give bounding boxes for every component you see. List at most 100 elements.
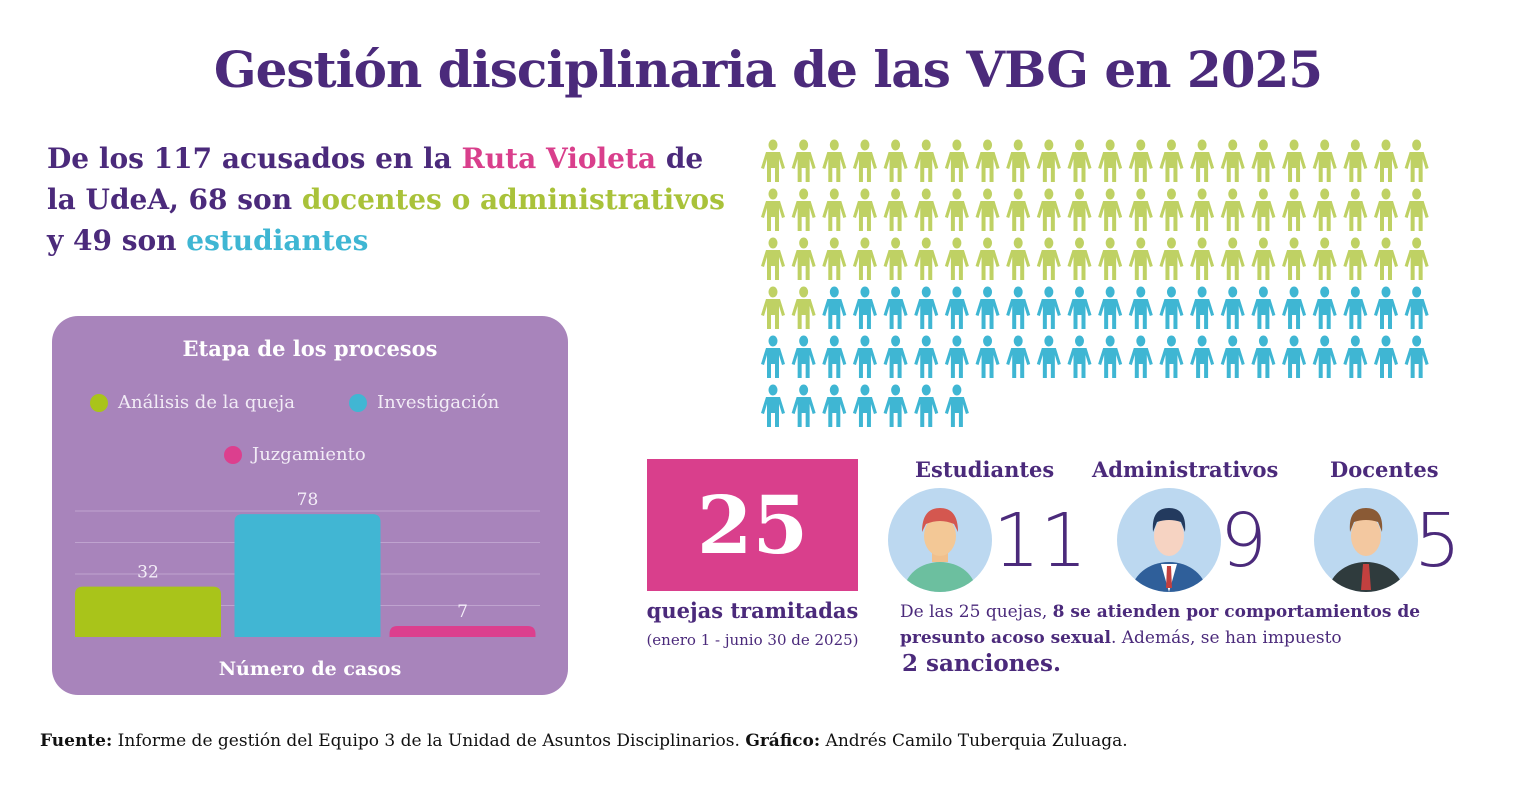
person-icon — [1190, 139, 1215, 182]
person-icon — [1128, 188, 1153, 231]
person-icon — [1312, 188, 1337, 231]
quejas-count: 25 — [647, 459, 858, 591]
page-title: Gestión disciplinaria de las VBG en 2025 — [213, 40, 1323, 99]
person-icon — [975, 286, 1000, 329]
person-icon — [1006, 335, 1031, 378]
group-label-estudiantes: Estudiantes — [915, 457, 1055, 482]
person-icon — [1128, 139, 1153, 182]
headline-text: de la UdeA, 68 son — [47, 142, 704, 216]
person-icon — [1282, 188, 1307, 231]
person-icon — [761, 335, 785, 378]
desc-text: . Además, se han impuesto — [1110, 628, 1342, 648]
headline-docentes: docentes o administrativos — [301, 183, 725, 216]
bar-chart: 32 78 7 — [75, 490, 540, 637]
person-icon — [1036, 335, 1061, 378]
person-icon — [1098, 188, 1123, 231]
person-icon — [791, 335, 816, 378]
person-icon — [1006, 237, 1031, 280]
person-icon — [1312, 286, 1337, 329]
person-icon — [1067, 286, 1092, 329]
person-icon — [883, 188, 908, 231]
person-icon — [1312, 335, 1337, 378]
person-icon — [975, 188, 1000, 231]
person-icon — [1251, 335, 1276, 378]
person-icon — [1343, 237, 1368, 280]
person-icon — [1067, 139, 1092, 182]
legend-label: Investigación — [377, 392, 500, 413]
desc-text: De las 25 quejas, — [900, 602, 1053, 622]
person-icon — [1159, 139, 1184, 182]
person-icon — [822, 286, 847, 329]
person-icon — [1098, 139, 1123, 182]
headline-text: en la — [365, 142, 462, 175]
quejas-label: quejas tramitadas — [646, 598, 859, 623]
footer-fuente-label: Fuente: — [40, 731, 113, 751]
headline-estudiantes: estudiantes — [186, 224, 369, 257]
person-icon — [761, 384, 785, 427]
person-icon — [1067, 237, 1092, 280]
bar — [389, 625, 536, 637]
person-icon — [852, 384, 877, 427]
person-icon — [1128, 335, 1153, 378]
person-icon — [1220, 188, 1245, 231]
headline-text: y 49 son — [47, 224, 187, 257]
person-icon — [914, 286, 939, 329]
person-icon — [883, 237, 908, 280]
person-icon — [1251, 139, 1276, 182]
person-icon — [1006, 139, 1031, 182]
person-icon — [1343, 188, 1368, 231]
sanciones: 2 sanciones. — [902, 650, 1061, 677]
person-icon — [1282, 286, 1307, 329]
footer-fuente: Informe de gestión del Equipo 3 de la Un… — [112, 731, 746, 751]
person-icon — [1374, 335, 1398, 378]
person-icon — [914, 237, 939, 280]
group-label-docentes: Docentes — [1330, 457, 1439, 482]
headline-total: 117 acusados — [153, 142, 366, 175]
group-label-administrativos: Administrativos — [1092, 457, 1279, 482]
legend-item: Investigación — [349, 392, 499, 413]
person-icon — [852, 286, 877, 329]
legend-item: Juzgamiento — [224, 444, 366, 465]
footer-grafico: Andrés Camilo Tuberquia Zuluaga. — [820, 731, 1128, 751]
person-icon — [1374, 188, 1398, 231]
headline-text: De los — [47, 142, 154, 175]
footer-grafico-label: Gráfico: — [745, 731, 821, 751]
person-icon — [1343, 139, 1368, 182]
person-icon — [852, 188, 877, 231]
legend-item: Análisis de la queja — [90, 392, 295, 413]
person-icon — [883, 335, 908, 378]
person-icon — [914, 188, 939, 231]
person-icon — [1190, 188, 1215, 231]
person-icon — [822, 237, 847, 280]
chart-title: Etapa de los procesos — [182, 336, 438, 361]
person-icon — [944, 139, 969, 182]
data-label: 78 — [297, 490, 319, 510]
person-icon — [1190, 237, 1215, 280]
teacher-avatar-icon — [1314, 488, 1418, 592]
person-icon — [975, 139, 1000, 182]
person-icon — [1006, 188, 1031, 231]
person-icon — [914, 335, 939, 378]
person-icon — [791, 286, 816, 329]
person-icon — [1067, 335, 1092, 378]
person-icon — [1036, 188, 1061, 231]
person-icon — [975, 237, 1000, 280]
person-icon — [944, 286, 969, 329]
person-icon — [822, 384, 847, 427]
person-icon — [1190, 286, 1215, 329]
person-icon — [852, 237, 877, 280]
legend-label: Juzgamiento — [252, 444, 366, 465]
person-icon — [1404, 188, 1429, 231]
person-icon — [1098, 286, 1123, 329]
person-icon — [1343, 335, 1368, 378]
person-icon — [852, 139, 877, 182]
person-icon — [1312, 139, 1337, 182]
person-icon — [883, 384, 908, 427]
person-icon — [1098, 237, 1123, 280]
legend-swatch — [224, 445, 242, 464]
person-icon — [1312, 237, 1337, 280]
person-icon — [1374, 139, 1398, 182]
person-icon — [883, 286, 908, 329]
person-icon — [791, 384, 816, 427]
